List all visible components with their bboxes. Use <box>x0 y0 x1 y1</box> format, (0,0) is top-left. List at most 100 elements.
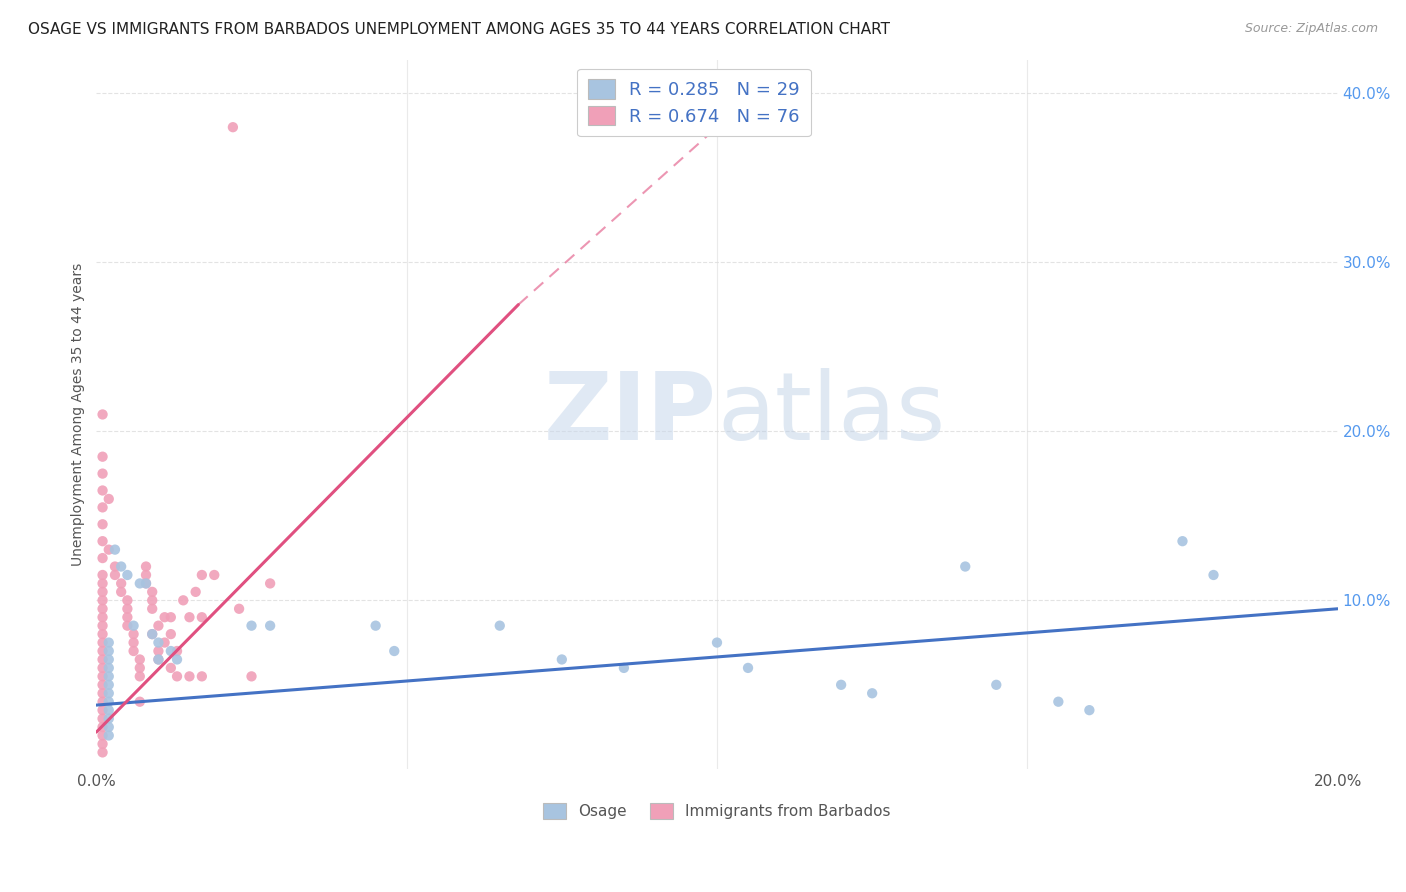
Point <box>382 644 405 658</box>
Point <box>172 593 194 607</box>
Point <box>97 644 120 658</box>
Point <box>91 712 114 726</box>
Point <box>259 576 281 591</box>
Point <box>135 559 157 574</box>
Point <box>104 559 127 574</box>
Point <box>148 652 170 666</box>
Point <box>122 635 145 649</box>
Point <box>240 669 263 683</box>
Y-axis label: Unemployment Among Ages 35 to 44 years: Unemployment Among Ages 35 to 44 years <box>72 263 86 566</box>
Point <box>860 686 883 700</box>
Point <box>91 669 114 683</box>
Point <box>91 618 114 632</box>
Point <box>191 669 214 683</box>
Point <box>135 576 157 591</box>
Point <box>141 601 163 615</box>
Point <box>551 652 574 666</box>
Point <box>91 652 114 666</box>
Point <box>110 585 132 599</box>
Point <box>228 601 250 615</box>
Point <box>179 669 201 683</box>
Point <box>97 491 120 506</box>
Point <box>97 695 120 709</box>
Point <box>97 652 120 666</box>
Point <box>1202 568 1225 582</box>
Point <box>240 618 263 632</box>
Text: OSAGE VS IMMIGRANTS FROM BARBADOS UNEMPLOYMENT AMONG AGES 35 TO 44 YEARS CORRELA: OSAGE VS IMMIGRANTS FROM BARBADOS UNEMPL… <box>28 22 890 37</box>
Point <box>166 669 188 683</box>
Point <box>97 542 120 557</box>
Point <box>104 568 127 582</box>
Point <box>91 450 114 464</box>
Point <box>97 712 120 726</box>
Point <box>179 610 201 624</box>
Point <box>117 601 139 615</box>
Point <box>986 678 1008 692</box>
Point <box>159 627 181 641</box>
Point <box>91 593 114 607</box>
Point <box>91 627 114 641</box>
Point <box>122 618 145 632</box>
Point <box>128 652 150 666</box>
Point <box>166 644 188 658</box>
Point <box>91 720 114 734</box>
Point <box>91 568 114 582</box>
Point <box>1171 534 1194 549</box>
Point <box>148 635 170 649</box>
Point <box>91 729 114 743</box>
Point <box>148 618 170 632</box>
Point <box>737 661 759 675</box>
Point <box>259 618 281 632</box>
Point <box>91 500 114 515</box>
Point <box>830 678 852 692</box>
Legend: Osage, Immigrants from Barbados: Osage, Immigrants from Barbados <box>537 797 897 825</box>
Point <box>1078 703 1101 717</box>
Point <box>364 618 387 632</box>
Point <box>97 720 120 734</box>
Point <box>135 568 157 582</box>
Point <box>91 551 114 566</box>
Point <box>110 559 132 574</box>
Point <box>159 610 181 624</box>
Point <box>91 467 114 481</box>
Point <box>91 737 114 751</box>
Point <box>122 627 145 641</box>
Text: Source: ZipAtlas.com: Source: ZipAtlas.com <box>1244 22 1378 36</box>
Point <box>117 593 139 607</box>
Point <box>97 635 120 649</box>
Point <box>91 517 114 532</box>
Point <box>128 661 150 675</box>
Point <box>97 686 120 700</box>
Point <box>122 644 145 658</box>
Point <box>153 635 176 649</box>
Point <box>166 652 188 666</box>
Point <box>91 601 114 615</box>
Point <box>91 686 114 700</box>
Point <box>91 576 114 591</box>
Point <box>148 652 170 666</box>
Point <box>159 661 181 675</box>
Point <box>191 568 214 582</box>
Point <box>97 669 120 683</box>
Point <box>97 703 120 717</box>
Point <box>141 627 163 641</box>
Point <box>488 618 510 632</box>
Point <box>91 635 114 649</box>
Point <box>91 534 114 549</box>
Point <box>110 576 132 591</box>
Point <box>135 576 157 591</box>
Point <box>128 576 150 591</box>
Point <box>706 635 728 649</box>
Point <box>222 120 245 135</box>
Point <box>91 483 114 498</box>
Point <box>153 610 176 624</box>
Text: ZIP: ZIP <box>544 368 717 460</box>
Point <box>117 618 139 632</box>
Point <box>141 585 163 599</box>
Point <box>128 695 150 709</box>
Point <box>91 585 114 599</box>
Point <box>97 729 120 743</box>
Point <box>97 661 120 675</box>
Point <box>91 703 114 717</box>
Point <box>1047 695 1070 709</box>
